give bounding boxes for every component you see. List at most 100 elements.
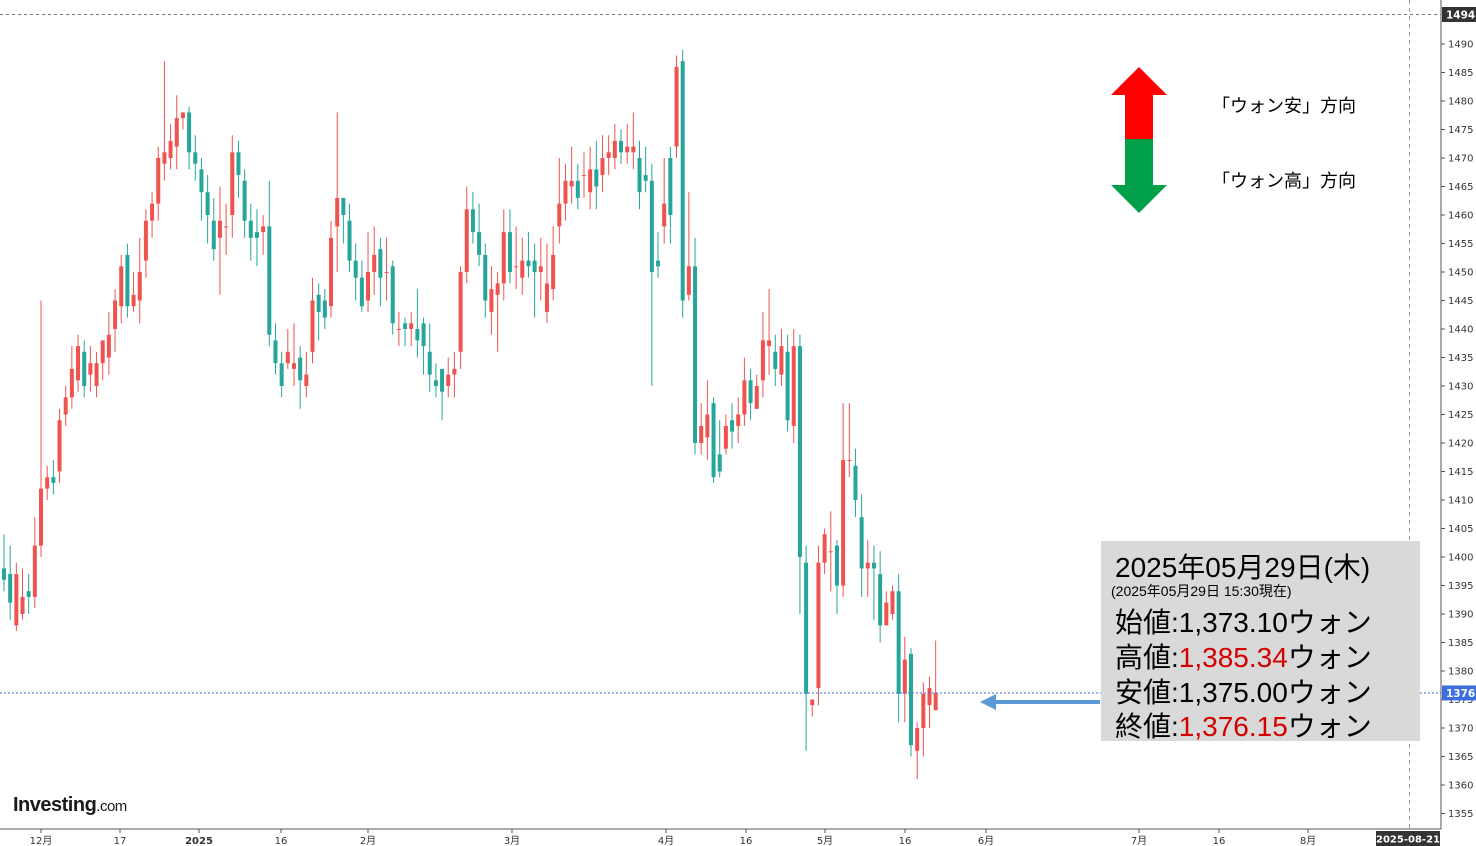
price-tick-label: 1390 [1448,610,1473,621]
candle-body [902,659,907,694]
current-price-marker [1442,685,1476,701]
info-open-row: 始値:1,373.10ウォン [1115,601,1372,641]
price-tick-label: 1435 [1448,353,1473,364]
time-tick-label: 2月 [360,835,376,846]
candle-body [45,477,50,489]
time-axis: 12月 17 2025 16 2月 3月 4月 16 5月 16 6月 7月 16 8月 2025-08-2… [0,828,1441,846]
candle-body [390,266,395,324]
candle-body [433,380,438,386]
candle-body [113,300,118,329]
price-tick-label: 1420 [1448,439,1473,450]
close-label: 終値: [1115,711,1179,742]
candle-body [372,254,377,272]
candle-body [551,254,556,290]
candle-body [298,357,303,381]
candle-body [575,180,580,198]
time-tick-label: 17 [114,836,127,846]
candle-body [440,368,445,392]
time-tick-label: 16 [1213,836,1226,846]
candle-body [32,545,37,597]
candle-body [760,340,765,381]
candle-body [119,266,124,307]
candle-body [686,266,691,295]
open-value: 1,373.10 [1178,607,1288,638]
candle-body [489,289,494,312]
candle-body [557,203,562,227]
price-tick-label: 1460 [1448,211,1473,222]
candle-body [588,169,593,193]
candle-body [507,232,512,272]
candle-body [224,226,229,228]
price-tick-label: 1380 [1448,667,1473,678]
candle-body [193,152,198,164]
open-label: 始値: [1115,607,1179,638]
candle-body [631,146,636,153]
legend-down-label: 「ウォン高」方向 [1212,171,1356,192]
candle-body [353,260,358,278]
last-date-marker-label: 2025-08-21 [1376,835,1440,846]
time-tick-label: 16 [740,836,753,846]
price-tick-label: 1480 [1448,97,1473,108]
candle-body [822,534,827,563]
candle-body [514,266,519,268]
candle-body [637,158,642,193]
candle-body [310,300,315,352]
high-label: 高値: [1115,642,1179,673]
candle-body [162,152,167,164]
candle-body [816,562,821,689]
price-tick-label: 1365 [1448,752,1473,763]
candle-body [211,220,216,250]
candle-body [563,180,568,204]
candle-body [57,420,62,472]
low-value: 1,375.00 [1178,677,1288,708]
candle-body [773,351,778,369]
time-tick-label: 4月 [658,835,674,846]
candle-body [791,346,796,426]
candle-body [69,368,74,398]
price-tick-label: 1410 [1448,496,1473,507]
candle-body [180,112,185,119]
arrow-down-icon [1111,139,1167,213]
candle-body [63,397,68,415]
candle-body [723,425,728,449]
candle-body [8,574,13,603]
price-tick-label: 1425 [1448,410,1473,421]
candle-body [304,374,309,386]
candle-body [242,180,247,221]
candle-body [421,323,426,347]
candle-body [187,112,192,153]
candle-body [477,232,482,255]
candle-body [131,294,136,307]
candle-body [767,340,772,347]
candle-body [668,158,673,215]
arrow-up-icon [1111,67,1167,139]
candle-body [168,140,173,158]
info-date: 2025年05月29日(木) [1115,552,1371,583]
candle-body [544,283,549,312]
info-high-row: 高値:1,385.34ウォン [1115,636,1372,676]
chart-overlays [0,0,1441,829]
price-tick-label: 1375 [1448,695,1473,706]
last-date-marker [1376,831,1440,846]
candle-body [248,220,253,238]
candle-body [871,562,876,569]
price-tick-label: 1485 [1448,68,1473,79]
price-tick-label: 1430 [1448,382,1473,393]
candle-body [797,346,802,557]
price-tick-label: 1405 [1448,524,1473,535]
candle-body [483,254,488,301]
candle-body [279,363,284,386]
candle-body [94,363,99,386]
investing-logo: Investing.com [13,794,127,817]
candle-body [859,517,864,569]
candle-body [106,334,111,358]
candle-body [656,260,661,267]
candle-body [20,596,25,614]
candle-body [2,568,6,580]
candle-body [865,562,870,569]
candle-body [569,180,574,187]
candle-body [267,226,272,335]
candle-body [341,197,346,215]
high-unit: ウォン [1287,642,1372,673]
time-tick-label: 8月 [1300,835,1316,846]
